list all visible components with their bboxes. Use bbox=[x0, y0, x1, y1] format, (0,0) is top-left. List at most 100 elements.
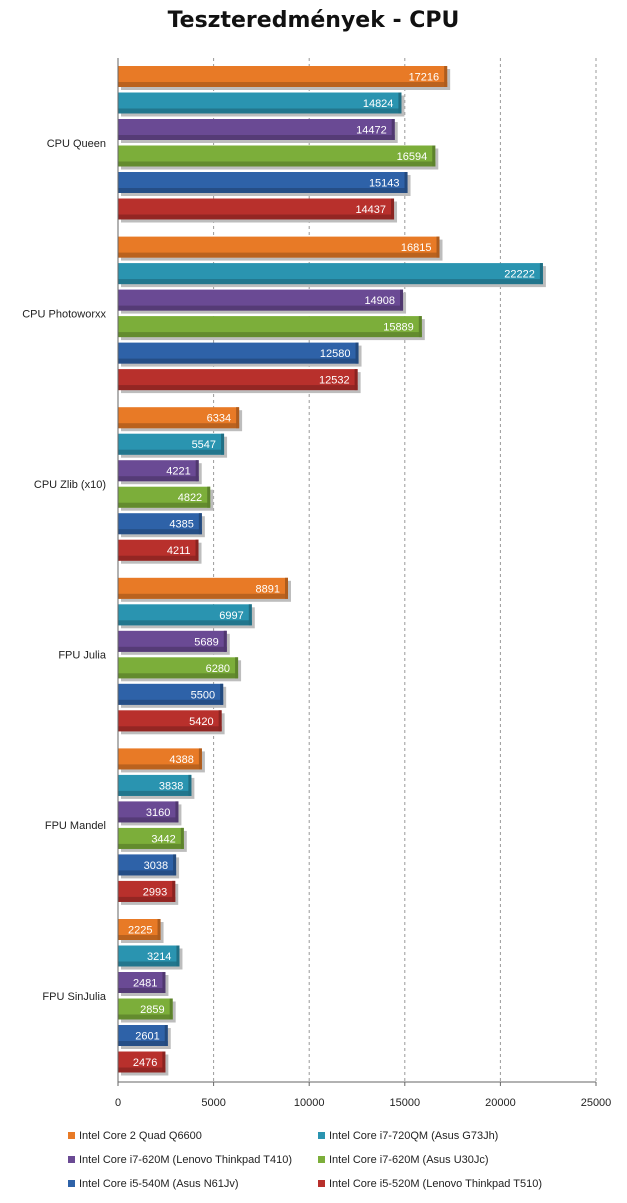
bar-value-label: 4822 bbox=[178, 492, 202, 504]
bar-bottom-shade bbox=[118, 896, 176, 902]
bar-edge-shade bbox=[418, 316, 422, 338]
bar-value-label: 6334 bbox=[207, 413, 231, 425]
legend-swatch bbox=[68, 1180, 75, 1187]
bar-edge-shade bbox=[157, 919, 161, 940]
bar-edge-shade bbox=[400, 289, 404, 311]
bar-bottom-shade bbox=[118, 385, 358, 391]
bar bbox=[118, 539, 199, 561]
bar-edge-shade bbox=[207, 486, 211, 508]
bar-value-label: 22222 bbox=[504, 269, 535, 281]
bar-edge-shade bbox=[162, 1051, 166, 1073]
bar bbox=[118, 657, 239, 679]
bar-value-label: 2481 bbox=[133, 978, 157, 990]
bar-value-label: 15889 bbox=[383, 322, 414, 334]
bar bbox=[118, 945, 180, 967]
bar-edge-shade bbox=[164, 1025, 168, 1046]
bar-edge-shade bbox=[176, 945, 180, 967]
x-tick-label: 20000 bbox=[485, 1097, 516, 1109]
legend-label: Intel Core i5-540M (Asus N61Jv) bbox=[79, 1178, 239, 1190]
bar-value-label: 16815 bbox=[401, 242, 432, 254]
bar bbox=[118, 486, 211, 508]
legend-swatch bbox=[318, 1156, 325, 1163]
bar-value-label: 2993 bbox=[143, 886, 167, 898]
bar-value-label: 3214 bbox=[147, 951, 171, 963]
bar bbox=[118, 998, 173, 1020]
bar-edge-shade bbox=[218, 710, 222, 732]
bar-edge-shade bbox=[188, 774, 192, 796]
bar-bottom-shade bbox=[118, 726, 222, 732]
bar bbox=[118, 630, 227, 652]
bar-edge-shade bbox=[236, 407, 240, 429]
bar bbox=[118, 119, 395, 140]
bar-bottom-shade bbox=[118, 252, 440, 258]
legend-label: Intel Core i7-720QM (Asus G73Jh) bbox=[329, 1130, 498, 1142]
bar-value-label: 12580 bbox=[320, 348, 351, 360]
chart-title: Teszteredmények - CPU bbox=[167, 8, 460, 33]
bar bbox=[118, 1025, 168, 1046]
legend-label: Intel Core i7-620M (Lenovo Thinkpad T410… bbox=[79, 1154, 292, 1166]
bar-bottom-shade bbox=[118, 161, 436, 167]
bar bbox=[118, 1051, 166, 1073]
bar bbox=[118, 827, 184, 849]
bar-value-label: 3160 bbox=[146, 807, 170, 819]
bar bbox=[118, 577, 288, 599]
bar-edge-shade bbox=[180, 827, 184, 849]
bar-value-label: 4211 bbox=[167, 545, 191, 557]
bar-value-label: 5500 bbox=[191, 689, 215, 701]
bar-bottom-shade bbox=[118, 988, 166, 993]
bar-value-label: 3442 bbox=[151, 833, 175, 845]
bar bbox=[118, 513, 202, 535]
bar-edge-shade bbox=[221, 433, 225, 455]
bar bbox=[118, 774, 192, 796]
bar-value-label: 2476 bbox=[133, 1057, 157, 1069]
bar-bottom-shade bbox=[118, 108, 402, 114]
bar-value-label: 2601 bbox=[135, 1031, 159, 1043]
legend-swatch bbox=[318, 1132, 325, 1139]
bar-edge-shade bbox=[432, 145, 436, 167]
bar-edge-shade bbox=[436, 236, 440, 258]
bar-bottom-shade bbox=[118, 214, 395, 220]
bar-bottom-shade bbox=[118, 699, 224, 705]
bar-edge-shade bbox=[398, 92, 402, 114]
bar-edge-shade bbox=[172, 880, 176, 902]
category-label: FPU Mandel bbox=[45, 820, 106, 832]
x-tick-label: 15000 bbox=[390, 1097, 421, 1109]
bar-value-label: 5547 bbox=[192, 439, 216, 451]
bar-value-label: 14472 bbox=[356, 125, 387, 137]
bar bbox=[118, 198, 395, 220]
bar-edge-shade bbox=[539, 263, 543, 285]
bar bbox=[118, 407, 240, 429]
bar-bottom-shade bbox=[118, 332, 422, 338]
bar-bottom-shade bbox=[118, 555, 199, 561]
bar-bottom-shade bbox=[118, 502, 211, 508]
bar-edge-shade bbox=[355, 342, 359, 364]
x-tick-label: 5000 bbox=[201, 1097, 225, 1109]
bar-bottom-shade bbox=[118, 358, 359, 364]
bar-edge-shade bbox=[391, 119, 395, 140]
bar-edge-shade bbox=[354, 369, 358, 391]
bar-edge-shade bbox=[220, 683, 224, 705]
bar bbox=[118, 972, 166, 993]
bar-value-label: 3838 bbox=[159, 780, 183, 792]
bar-bottom-shade bbox=[118, 935, 161, 940]
bar-bottom-shade bbox=[118, 961, 180, 967]
bar-bottom-shade bbox=[118, 673, 239, 679]
bar-edge-shade bbox=[235, 657, 239, 679]
bar-value-label: 3038 bbox=[144, 860, 168, 872]
category-label: FPU Julia bbox=[58, 650, 107, 662]
bar-value-label: 5689 bbox=[194, 636, 218, 648]
bar-value-label: 4221 bbox=[166, 466, 190, 478]
bar bbox=[118, 748, 202, 770]
bar-bottom-shade bbox=[118, 305, 404, 311]
bar-edge-shade bbox=[175, 801, 179, 823]
bar bbox=[118, 880, 176, 902]
category-label: CPU Queen bbox=[47, 138, 106, 150]
category-label: FPU SinJulia bbox=[42, 991, 106, 1003]
bar-edge-shade bbox=[391, 198, 395, 220]
bar bbox=[118, 801, 179, 823]
bar bbox=[118, 66, 448, 87]
bar-value-label: 17216 bbox=[409, 72, 440, 84]
category-label: CPU Photoworxx bbox=[22, 308, 106, 320]
bar-bottom-shade bbox=[118, 135, 395, 140]
